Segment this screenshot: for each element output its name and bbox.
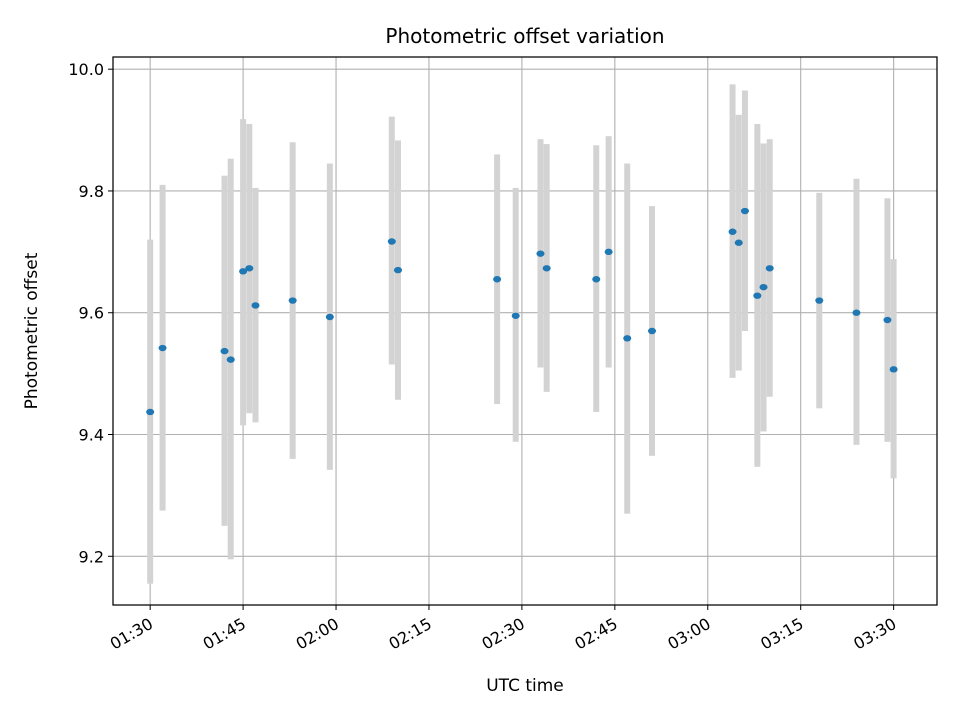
data-point bbox=[251, 302, 260, 309]
data-point bbox=[536, 250, 545, 257]
y-tick-label: 9.6 bbox=[79, 304, 104, 323]
data-point bbox=[387, 238, 396, 245]
data-point bbox=[239, 268, 248, 275]
data-point bbox=[759, 283, 768, 291]
data-point bbox=[220, 347, 229, 355]
x-axis-title: UTC time bbox=[486, 676, 564, 696]
data-point bbox=[393, 266, 402, 274]
data-point bbox=[604, 248, 613, 256]
y-tick-label: 10.0 bbox=[68, 60, 104, 79]
data-point bbox=[288, 297, 297, 304]
data-point bbox=[753, 292, 762, 299]
y-tick-label: 9.2 bbox=[79, 547, 104, 566]
data-point bbox=[493, 276, 502, 283]
data-point bbox=[765, 265, 774, 272]
data-point bbox=[728, 228, 737, 235]
data-point bbox=[623, 335, 632, 342]
data-points bbox=[146, 207, 898, 416]
data-point bbox=[325, 313, 334, 321]
data-point bbox=[815, 297, 824, 304]
data-point bbox=[648, 327, 657, 335]
data-point bbox=[883, 316, 892, 324]
data-point bbox=[889, 366, 898, 373]
plot-frame bbox=[112, 56, 938, 606]
data-point bbox=[592, 276, 601, 283]
data-point bbox=[226, 356, 235, 363]
data-point bbox=[158, 344, 167, 352]
data-point bbox=[734, 239, 743, 246]
y-tick-label: 9.8 bbox=[79, 182, 104, 201]
data-point bbox=[511, 312, 520, 319]
data-point bbox=[146, 408, 155, 416]
y-axis-title: Photometric offset bbox=[22, 252, 42, 409]
data-point bbox=[852, 309, 861, 316]
chart-title: Photometric offset variation bbox=[385, 24, 664, 48]
data-point bbox=[740, 207, 749, 215]
y-tick-label: 9.4 bbox=[79, 426, 104, 445]
data-point bbox=[245, 265, 254, 272]
data-point bbox=[542, 265, 551, 272]
